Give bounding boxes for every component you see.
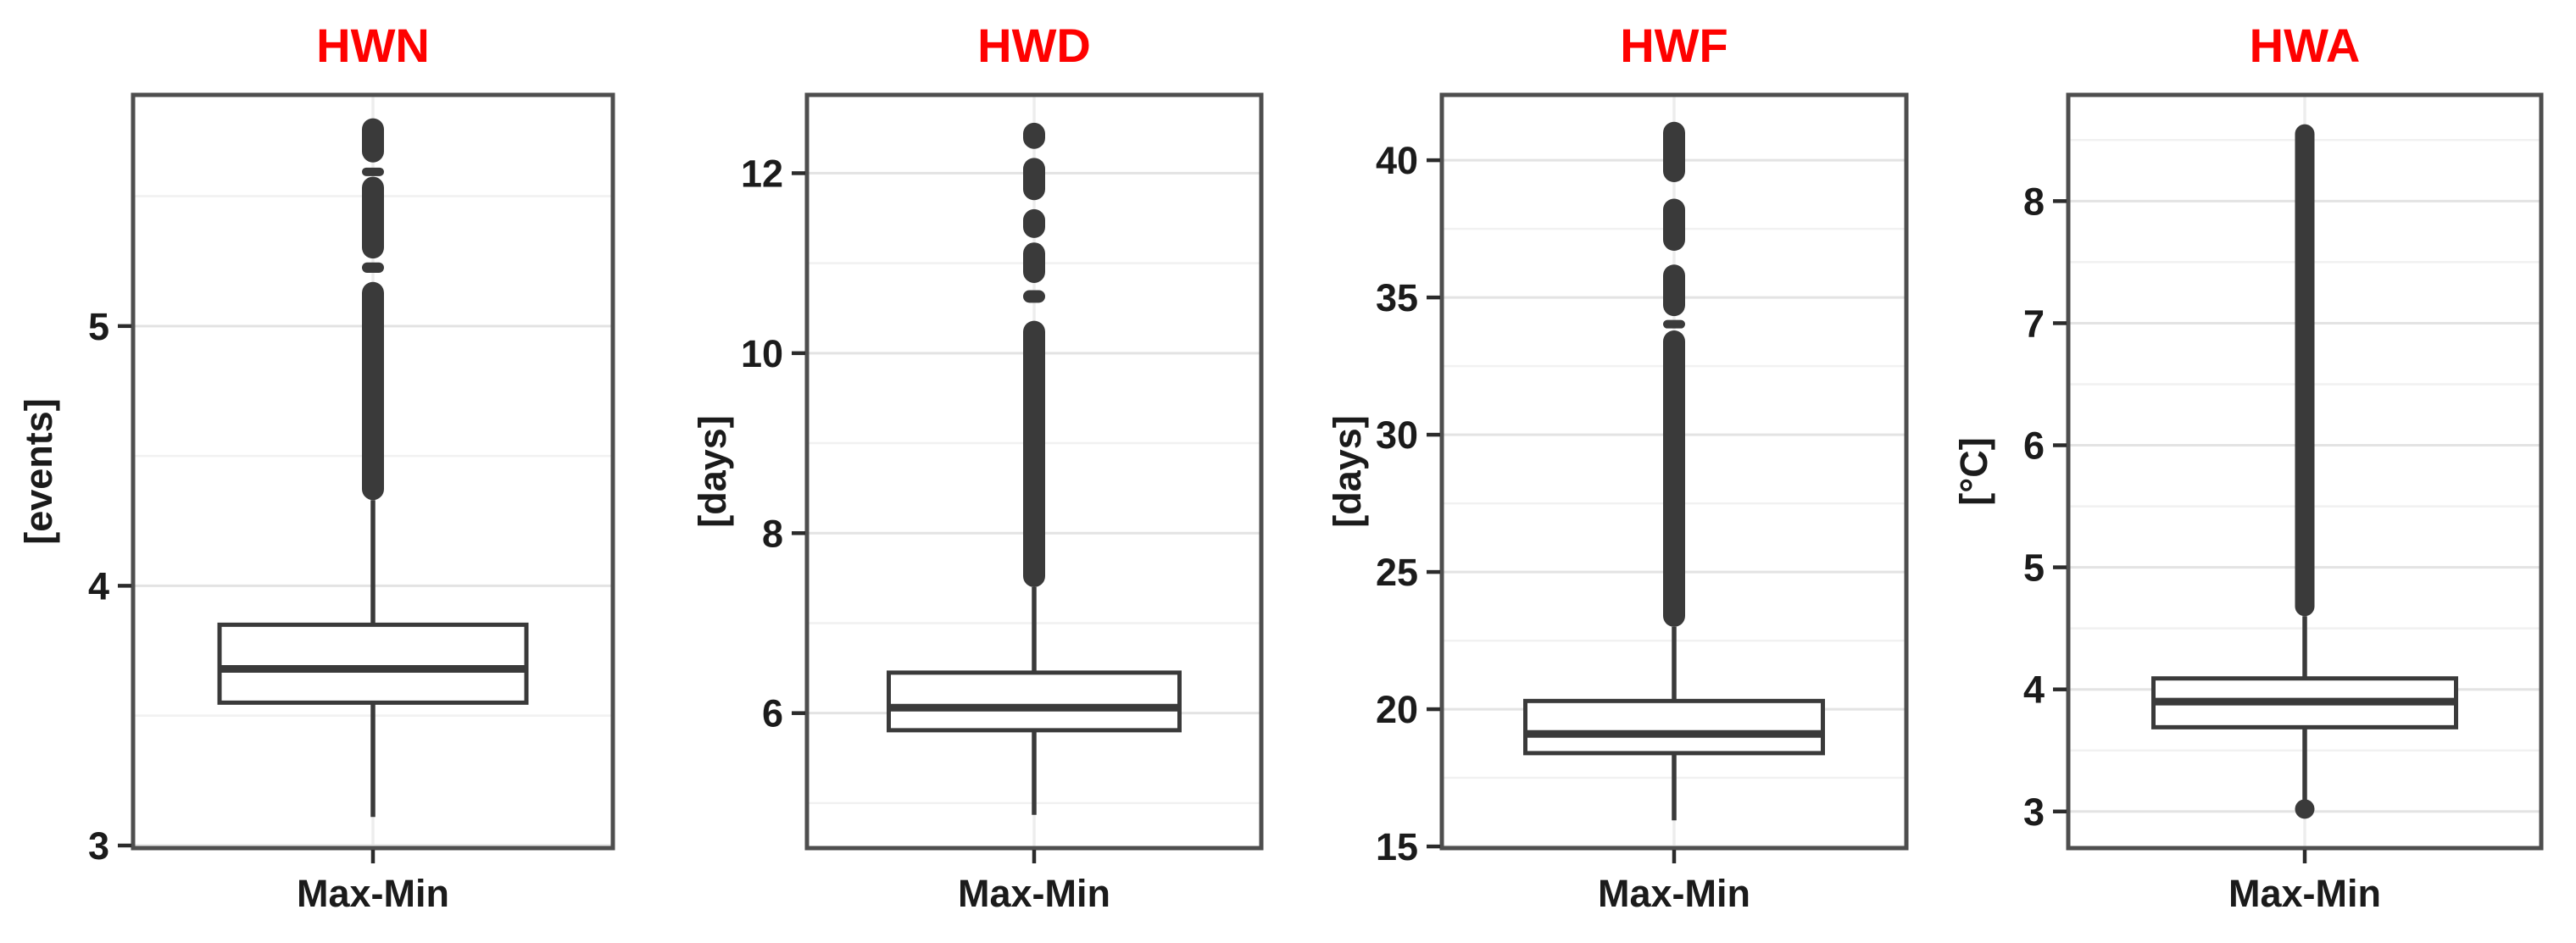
y-tick-label: 8: [762, 512, 783, 555]
panel-title: HWN: [316, 19, 430, 72]
panel-title: HWD: [977, 19, 1091, 72]
y-tick-label: 8: [2023, 180, 2045, 223]
outlier-column-segment: [2295, 124, 2315, 617]
y-tick-label: 40: [1376, 139, 1418, 182]
y-tick-label: 10: [741, 332, 783, 375]
boxplot-panel-hwd: 6 8 10 12 Max-Min [days] HWD: [691, 19, 1264, 915]
panel-border: [131, 92, 615, 851]
panel-border: [804, 92, 1264, 851]
y-tick-label: 20: [1376, 688, 1418, 731]
y-axis-title: [events]: [17, 398, 60, 545]
outlier-column-segment: [362, 281, 384, 501]
y-tick-label: 6: [2023, 424, 2045, 468]
y-tick-label: 15: [1376, 825, 1418, 868]
outlier-column-segment: [1023, 290, 1045, 303]
y-tick-label: 25: [1376, 551, 1418, 594]
y-tick-label: 7: [2023, 302, 2045, 345]
y-tick-label: 6: [762, 692, 783, 735]
outlier-column-segment: [1663, 198, 1685, 252]
boxplot-panel-hwn: 3 4 5 Max-Min [events] HWN: [17, 19, 615, 915]
outlier-column-segment: [1663, 330, 1685, 627]
outlier-column-segment: [1023, 242, 1045, 283]
outlier-column-segment: [1023, 320, 1045, 587]
boxplot-panel-hwf: 15 20 25 30 35 40 Max-Min [days] HWF: [1326, 19, 1909, 915]
panel-border: [2066, 92, 2544, 851]
x-axis-label: Max-Min: [1598, 872, 1750, 915]
y-tick-label: 3: [88, 824, 109, 868]
y-axis-title: [days]: [1326, 415, 1369, 528]
y-tick-label: 4: [2023, 668, 2045, 712]
outlier-column-segment: [1663, 319, 1685, 329]
outlier-column-segment: [362, 262, 384, 273]
y-axis-title: [days]: [691, 415, 734, 528]
outlier-column-segment: [362, 176, 384, 259]
y-tick-label: 12: [741, 152, 783, 195]
outlier-column-segment: [1023, 158, 1045, 201]
panel-border: [1439, 92, 1909, 851]
outlier-column-segment: [1663, 121, 1685, 183]
y-tick-label: 30: [1376, 413, 1418, 457]
panel-title: HWF: [1620, 19, 1728, 72]
outlier-column-segment: [1663, 264, 1685, 317]
y-tick-label: 3: [2023, 790, 2045, 834]
outlier-column-segment: [1023, 208, 1045, 238]
y-tick-label: 4: [88, 564, 109, 607]
outlier-point: [2295, 799, 2315, 819]
outlier-column-segment: [362, 118, 384, 163]
y-tick-label: 5: [2023, 546, 2045, 590]
panel-title: HWA: [2250, 19, 2361, 72]
x-axis-label: Max-Min: [2228, 872, 2381, 915]
boxplot-panel-hwa: 3 4 5 6 7 8 Max-Min [°C] HWA: [1952, 19, 2544, 915]
y-axis-title: [°C]: [1952, 437, 1995, 505]
box-rect: [217, 622, 529, 705]
x-axis-label: Max-Min: [297, 872, 449, 915]
box-rect: [887, 670, 1182, 733]
outlier-column-segment: [1023, 122, 1045, 149]
box-rect: [1523, 698, 1825, 756]
y-tick-label: 5: [88, 305, 109, 348]
x-axis-label: Max-Min: [958, 872, 1110, 915]
y-tick-label: 35: [1376, 276, 1418, 319]
outlier-column-segment: [362, 167, 384, 176]
